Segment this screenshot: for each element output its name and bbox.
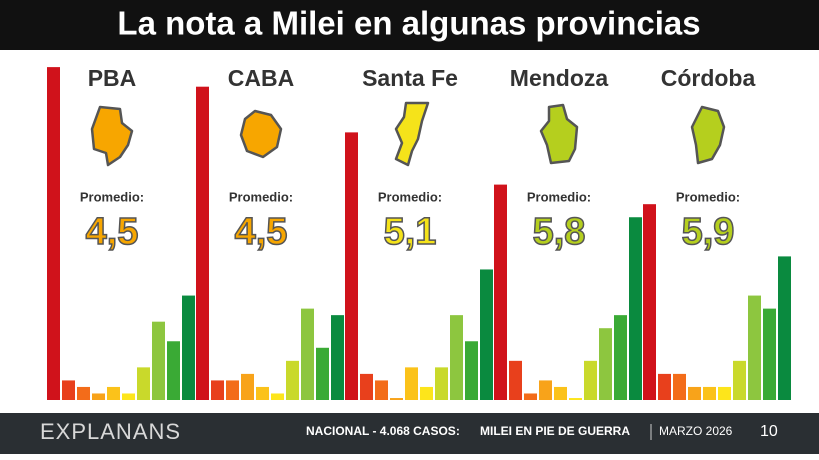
province-name: Córdoba	[661, 65, 756, 91]
bar	[778, 256, 791, 400]
bar	[345, 132, 358, 400]
bar	[360, 373, 373, 400]
bar	[450, 315, 463, 400]
title-bar	[0, 0, 819, 50]
bar	[733, 360, 746, 400]
bar	[748, 295, 761, 400]
bar	[137, 367, 150, 400]
bar	[494, 184, 507, 400]
bar	[182, 295, 195, 400]
bar	[226, 380, 239, 400]
bar	[658, 373, 671, 400]
bar	[718, 386, 731, 400]
average-label: Promedio:	[229, 189, 293, 204]
province-map	[239, 109, 283, 159]
bar	[107, 386, 120, 400]
bar	[211, 380, 224, 400]
bar	[122, 393, 135, 400]
bar	[524, 393, 537, 400]
bar	[584, 360, 597, 400]
province-name: CABA	[228, 65, 294, 91]
bar	[673, 373, 686, 400]
bar	[480, 269, 493, 400]
bar	[763, 308, 776, 400]
bar	[316, 347, 329, 400]
charts: PBA Promedio: 4,5 CABA Promedio: 4,5 Santa Fe P…	[47, 65, 791, 400]
province-map	[394, 101, 430, 167]
bar	[390, 398, 403, 400]
bar	[152, 321, 165, 400]
footer-brand: EXPLANANS	[40, 419, 181, 444]
bar	[614, 315, 627, 400]
bar	[703, 386, 716, 400]
bar	[688, 386, 701, 400]
bar	[539, 380, 552, 400]
bar	[92, 393, 105, 400]
average-label: Promedio:	[676, 189, 740, 204]
province-name: PBA	[88, 65, 137, 91]
bar	[256, 386, 269, 400]
average-value: 4,5	[235, 211, 288, 253]
bar	[569, 398, 582, 400]
bar	[465, 341, 478, 400]
bar	[629, 217, 642, 400]
title: La nota a Milei en algunas provincias	[117, 5, 700, 42]
average-value: 5,8	[533, 211, 586, 253]
footer-bar	[0, 413, 819, 454]
footer-headline: MILEI EN PIE DE GUERRA	[480, 424, 630, 438]
bar	[241, 373, 254, 400]
bar	[643, 204, 656, 400]
average-value: 5,1	[384, 211, 437, 253]
province-name: Santa Fe	[362, 65, 458, 91]
bar	[599, 328, 612, 400]
bar	[554, 386, 567, 400]
bar	[420, 386, 433, 400]
average-value: 5,9	[682, 211, 735, 253]
footer-date: MARZO 2026	[659, 424, 733, 438]
bar	[405, 367, 418, 400]
average-label: Promedio:	[80, 189, 144, 204]
bar	[375, 380, 388, 400]
bar	[77, 386, 90, 400]
bar	[435, 367, 448, 400]
bar	[62, 380, 75, 400]
bar	[286, 360, 299, 400]
bar	[509, 360, 522, 400]
average-label: Promedio:	[527, 189, 591, 204]
footer-page: 10	[760, 423, 778, 440]
footer-survey: NACIONAL - 4.068 CASOS:	[306, 424, 460, 438]
province-map	[90, 105, 134, 167]
province-map	[539, 103, 579, 165]
average-label: Promedio:	[378, 189, 442, 204]
bar	[271, 393, 284, 400]
bar	[47, 67, 60, 400]
province-name: Mendoza	[510, 65, 609, 91]
bar	[167, 341, 180, 400]
bar	[301, 308, 314, 400]
average-value: 4,5	[86, 211, 139, 253]
bar	[331, 315, 344, 400]
bar	[196, 86, 209, 400]
province-map	[690, 105, 726, 165]
